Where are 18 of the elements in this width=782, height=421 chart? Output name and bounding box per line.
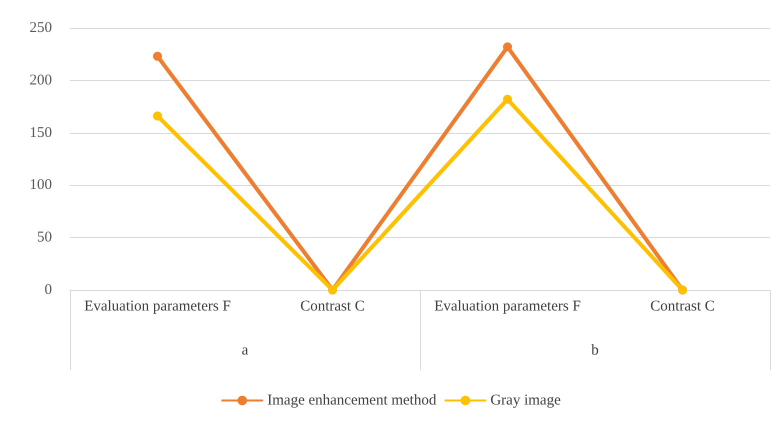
x-tick-label: Evaluation parameters F (84, 298, 231, 314)
y-tick-label: 0 (44, 282, 52, 298)
x-tick-label: Evaluation parameters F (434, 298, 581, 314)
legend-label: Gray image (490, 392, 562, 408)
legend-label: Image enhancement method (267, 392, 437, 408)
text: b (591, 342, 599, 358)
point (503, 94, 512, 104)
y-tick-label: 250 (30, 20, 52, 36)
x-tick-label: Contrast C (650, 298, 715, 314)
y-tick-label: 150 (30, 124, 52, 141)
x-tick-label: Contrast C (300, 298, 365, 314)
point (153, 52, 162, 61)
point (503, 42, 512, 52)
y-tick-label: 200 (30, 72, 52, 88)
point (153, 112, 162, 121)
text: a (242, 342, 249, 358)
y-tick-label: 100 (30, 177, 52, 194)
y-tick-label: 50 (37, 230, 52, 246)
